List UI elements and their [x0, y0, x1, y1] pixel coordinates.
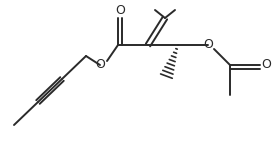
- Text: O: O: [203, 38, 213, 52]
- Text: O: O: [261, 59, 271, 71]
- Text: O: O: [95, 59, 105, 71]
- Text: O: O: [115, 5, 125, 17]
